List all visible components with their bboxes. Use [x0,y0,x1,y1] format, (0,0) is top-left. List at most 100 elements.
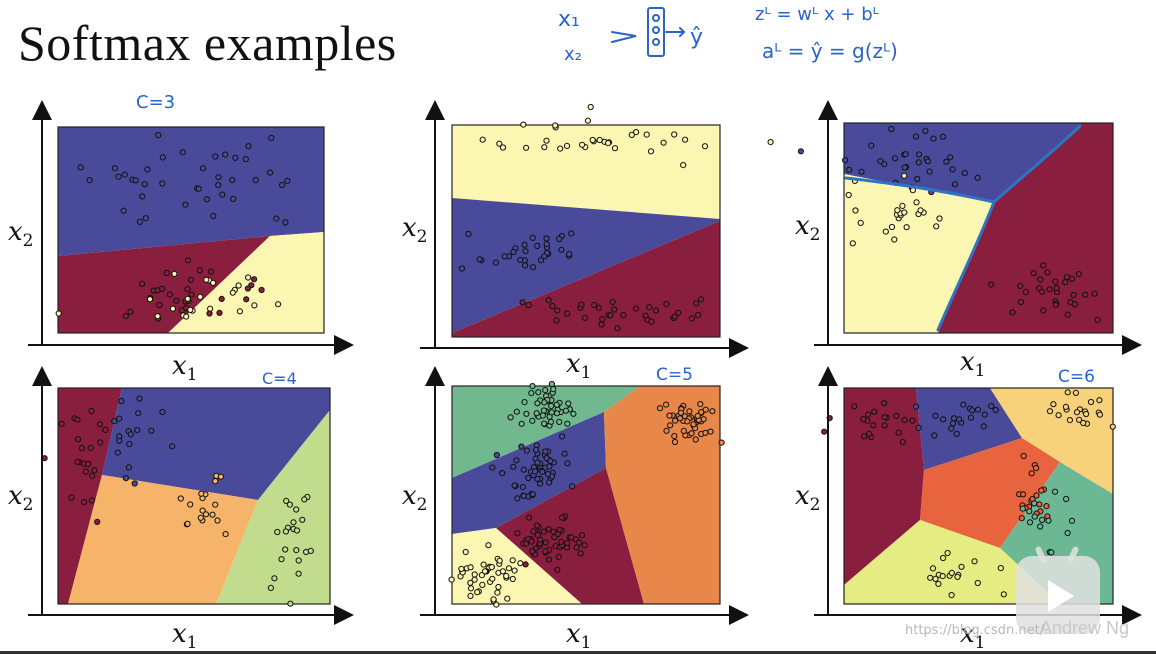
data-point [540,528,548,535]
data-point [542,387,549,394]
data-point [163,269,170,277]
data-point [611,145,619,152]
data-point [852,207,859,214]
data-point [541,253,548,260]
data-point [74,458,81,465]
data-point [525,474,532,482]
y-label-p2-var: x [402,213,417,243]
data-point [614,325,621,332]
data-point [648,318,655,325]
data-point [877,158,884,165]
data-point [1083,410,1090,418]
data-point [493,451,500,459]
data-point [94,518,101,526]
data-point [1071,301,1078,308]
data-point [568,230,575,237]
data-point [821,428,828,435]
data-point [909,417,916,424]
y-label-p3-var: x [795,211,810,241]
data-point [139,280,146,287]
data-point [902,151,909,158]
data-point [546,479,553,486]
data-point [1019,505,1026,512]
frame-p3 [843,122,1114,334]
data-point [476,256,483,263]
points-p5 [448,380,725,608]
data-point [950,415,958,422]
data-point [543,455,550,462]
data-point [510,248,517,256]
data-point [927,574,934,581]
data-point [533,410,540,417]
data-point [546,413,553,420]
data-point [1050,401,1057,408]
data-point [1080,419,1087,427]
data-point [467,579,474,586]
data-point [523,410,530,417]
data-point [899,202,906,209]
data-point [462,548,469,556]
data-point [111,165,119,172]
data-point [564,420,571,427]
data-point [81,498,88,506]
data-point [148,427,155,434]
data-point [127,308,134,315]
data-point [195,185,202,192]
data-point [912,133,920,140]
data-point [936,215,943,222]
data-point [709,408,716,415]
data-point [971,558,978,565]
play-icon [1048,580,1074,612]
data-point [518,443,525,450]
data-point [1063,495,1070,503]
data-point [935,580,942,588]
data-point [481,568,489,575]
data-point [660,139,667,146]
data-point [694,412,701,419]
data-point [282,546,289,553]
data-point [680,427,687,434]
data-point [230,195,237,202]
x-label-p3-var: x [960,347,975,377]
data-point [569,483,576,490]
x-label-p3-sub: 1 [975,361,986,381]
data-point [598,321,605,328]
data-point [903,224,910,231]
data-point [581,314,589,321]
data-point [184,257,192,264]
data-point [1096,397,1103,404]
data-point [529,383,536,390]
data-point [199,507,206,514]
data-point [564,310,571,317]
data-point [1017,282,1024,289]
data-point [520,466,527,473]
data-point [492,259,499,266]
data-point [932,412,939,419]
data-point [1040,307,1047,314]
data-point [504,595,511,602]
data-point [155,132,162,139]
data-point [718,439,725,446]
region-p4-blue [102,388,330,500]
data-point [513,457,520,464]
data-point [229,177,236,184]
data-point [951,181,959,188]
data-point [499,144,507,151]
data-point [293,527,301,534]
data-point [517,560,524,567]
data-point [570,410,577,417]
data-point [282,219,289,226]
region-p1-red [58,236,270,333]
data-point [1072,389,1080,396]
data-point [556,526,563,533]
data-point [940,133,947,140]
x-label-p5-sub: 1 [581,633,592,653]
data-point [1076,416,1083,423]
data-point [556,418,563,425]
data-point [465,230,472,238]
video-play-badge[interactable] [1016,545,1100,634]
data-point [565,400,572,407]
data-point [268,134,275,141]
data-point [1069,275,1076,282]
y-label-p1-var: x [8,217,23,247]
